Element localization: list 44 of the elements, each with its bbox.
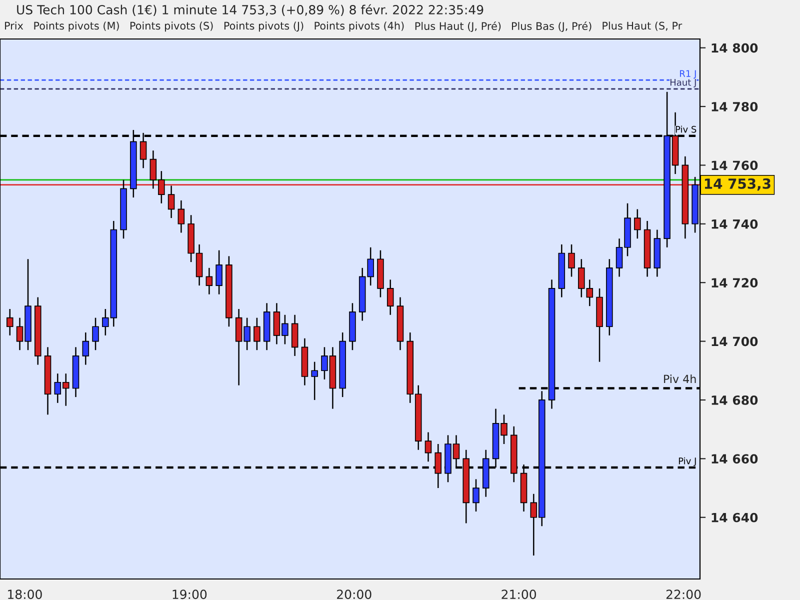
text: Points pivots (J) [224,22,304,32]
y-tick-label: 14 660 [712,454,758,464]
ref-line-label: Piv S [676,126,696,133]
candlestick [168,185,175,219]
y-tick-label: 14 780 [712,102,758,112]
candlestick [291,314,298,357]
chart-title: US Tech 100 Cash (1€) 1 minute 14 753,3 (+0,89 %) 8 févr. 2022 22:35:49 [17,4,484,16]
x-tick-label: 19:00 [172,590,207,600]
ref-line-label: R1 J [680,70,696,79]
text: Plus Haut (S, Pr [602,22,682,31]
candlestick [568,244,575,278]
y-tick-label: 14 680 [712,395,758,405]
candlestick [216,250,222,295]
y-tick-label: 14 800 [712,43,758,53]
text: Plus Haut (J, Pré) [415,22,501,32]
y-tick-label: 14 700 [712,336,758,346]
candlestick [92,317,99,351]
y-tick-label: 14 740 [712,219,758,229]
x-tick-label: 21:00 [502,590,536,600]
text: Points pivots (M) [34,22,119,32]
candlestick [472,478,480,512]
candlestick [82,332,90,366]
series-label: Piv 4h [664,374,696,383]
text: Prix [5,22,24,30]
text: Plus Bas (J, Pré) [512,22,592,32]
candlestick [206,267,213,295]
candlestick [178,200,185,234]
ref-line-label: Haut J [670,79,696,88]
annotation: 14 753,3 [704,178,770,191]
candlestick [254,317,260,351]
candlestick [386,279,394,316]
candlestick [634,208,641,240]
y-tick-label: 14 720 [712,278,758,288]
text: Points pivots (4h) [314,22,404,32]
x-tick-label: 22:00 [666,590,701,600]
y-tick-label: 14 640 [712,512,758,522]
candlestick [311,361,318,401]
text: Points pivots (S) [130,22,213,32]
ref-line-label: Piv J [678,457,696,466]
candlestick [6,308,14,336]
x-tick-label: 20:00 [337,590,372,600]
x-tick-label: 18:00 [8,590,42,600]
candlestick [424,432,432,462]
y-tick-label: 14 760 [712,160,758,170]
